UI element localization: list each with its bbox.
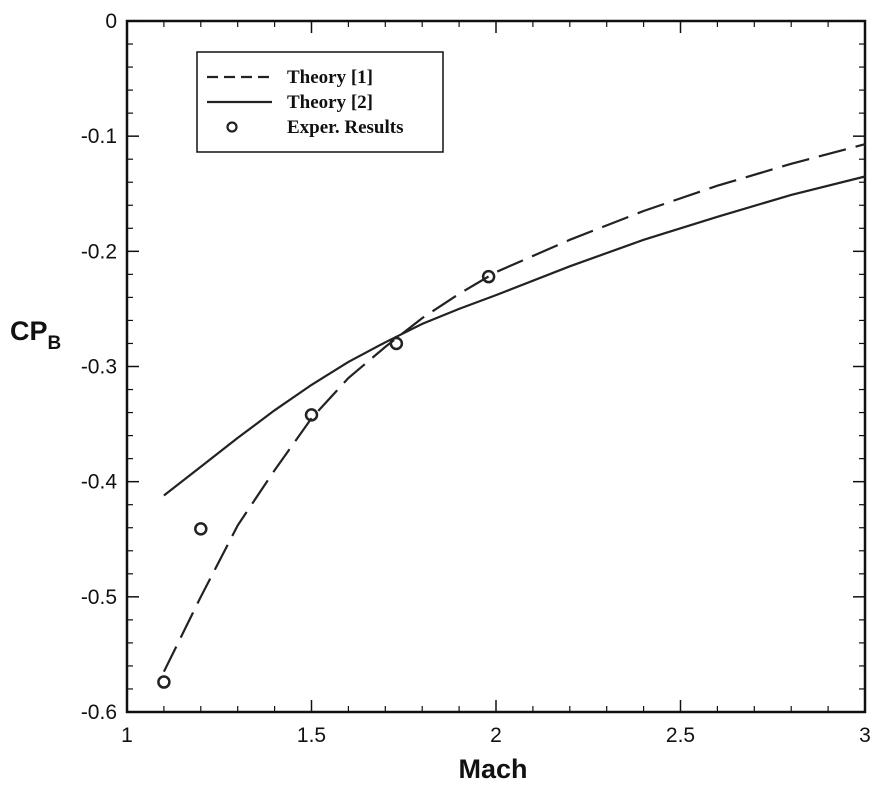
exper-results-marker (389, 336, 404, 351)
legend-marker-exper-results (226, 121, 238, 133)
x-axis-title: Mach (458, 754, 527, 784)
y-tick-label: -0.1 (81, 125, 117, 148)
x-tick-label: 2 (490, 724, 502, 747)
y-tick-label: -0.6 (81, 701, 117, 724)
x-tick-label: 2.5 (666, 724, 695, 747)
x-tick-label: 3 (859, 724, 871, 747)
y-axis-title: CPB (10, 316, 61, 354)
y-tick-label: -0.2 (81, 240, 117, 263)
y-tick-label: -0.5 (81, 586, 117, 609)
y-axis-title-main: CP (10, 316, 48, 346)
y-tick-label: -0.3 (81, 356, 117, 379)
exper-results-marker (304, 408, 319, 422)
x-tick-label: 1.5 (297, 724, 326, 747)
y-tick-label: -0.4 (81, 471, 118, 494)
legend-label: Exper. Results (287, 117, 403, 138)
exper-results-marker (481, 269, 496, 284)
y-axis-title-subscript: B (48, 333, 62, 354)
exper-results-marker (194, 522, 208, 536)
legend-label: Theory [1] (287, 67, 373, 88)
exper-results-marker (157, 675, 171, 689)
x-tick-label: 1 (121, 724, 133, 747)
legend-label: Theory [2] (287, 92, 373, 113)
theory-2-line (163, 175, 866, 497)
y-tick-label: 0 (105, 10, 117, 33)
theory-1-line (162, 143, 866, 673)
